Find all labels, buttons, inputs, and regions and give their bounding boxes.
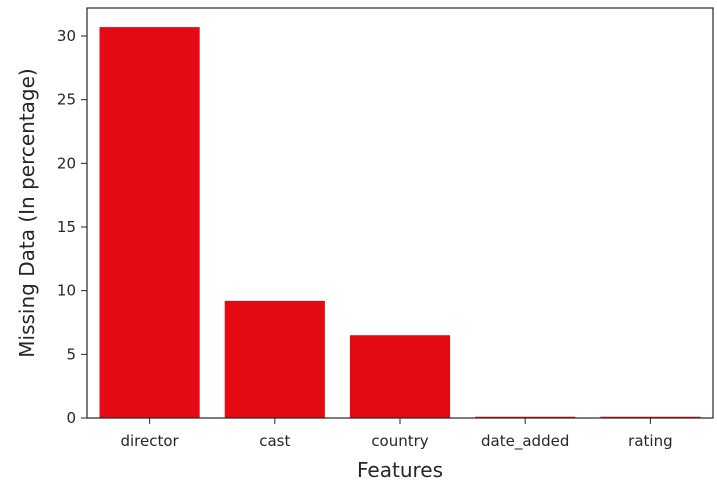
x-axis-ticks: director cast country date_added rating xyxy=(120,418,673,451)
y-axis-ticks: 0 5 10 15 20 25 30 xyxy=(57,27,87,427)
x-tick-label: date_added xyxy=(481,432,569,451)
x-tick-label: cast xyxy=(259,432,290,450)
bars-group xyxy=(99,27,701,419)
x-tick-label: country xyxy=(371,432,428,450)
y-tick-label: 0 xyxy=(66,409,76,427)
x-tick-label: rating xyxy=(628,432,672,450)
y-tick-label: 15 xyxy=(57,218,76,236)
y-axis-label: Missing Data (In percentage) xyxy=(15,68,39,357)
y-tick-label: 30 xyxy=(57,27,76,45)
plot-frame xyxy=(86,7,714,419)
y-tick-label: 25 xyxy=(57,91,76,109)
bar-cast xyxy=(224,300,325,418)
y-tick-label: 20 xyxy=(57,154,76,172)
y-tick-label: 10 xyxy=(57,282,76,300)
x-axis-label: Features xyxy=(357,458,443,482)
y-tick-label: 5 xyxy=(66,345,76,363)
bar-director xyxy=(99,27,200,419)
x-tick-label: director xyxy=(120,432,179,450)
bar-country xyxy=(349,335,451,418)
